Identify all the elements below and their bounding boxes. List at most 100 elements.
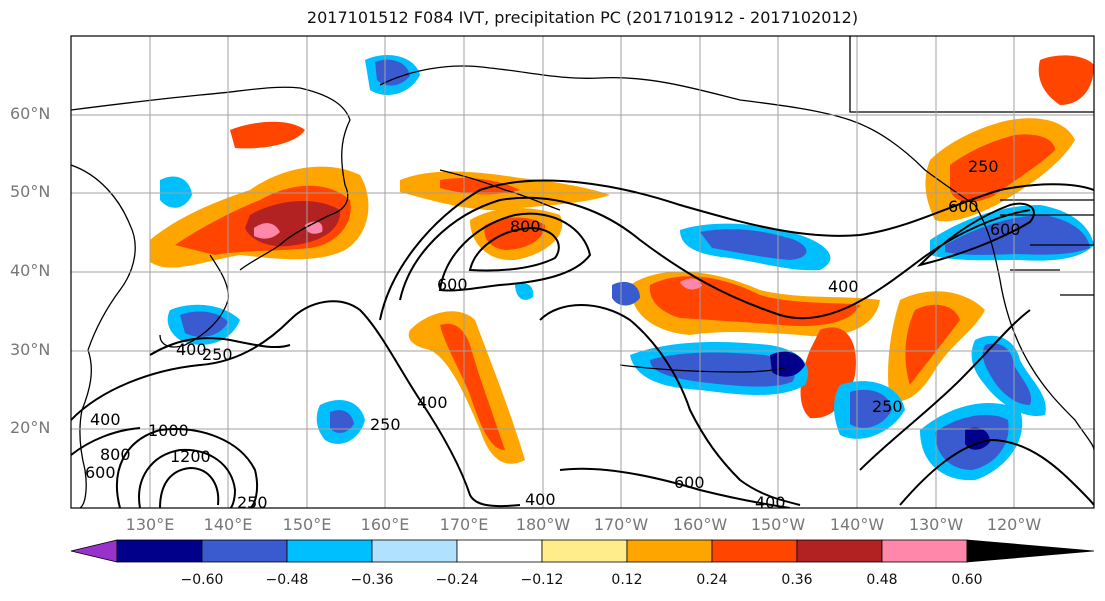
ivt-600-asia <box>71 427 141 456</box>
lon-label: 160°W <box>672 515 728 534</box>
neg-anomaly-mexico-west-max <box>965 427 990 450</box>
colorbar-tick: 0.48 <box>866 572 898 588</box>
contour-label: 600 <box>990 220 1021 239</box>
colorbar-bin <box>116 539 203 563</box>
neg-anomaly-siberia <box>160 176 192 208</box>
ivt-600-jet <box>438 212 592 292</box>
colorbar-bin <box>456 539 543 563</box>
colorbar-tick: −0.24 <box>435 572 479 588</box>
contour-label: 1000 <box>148 421 189 440</box>
contour-label: 1200 <box>170 447 211 466</box>
ivt-1200-asia <box>159 466 220 508</box>
contour-label: 400 <box>417 393 448 412</box>
contour-labels: 800 600 400 250 400 600 250 400 250 1000… <box>85 157 1021 512</box>
ivt-800-jet <box>468 226 560 272</box>
contour-label: 600 <box>437 275 468 294</box>
colorbar-bin <box>371 539 458 563</box>
lon-label: 160°E <box>360 515 410 534</box>
colorbar-tick: 0.36 <box>781 572 813 588</box>
contour-label: 800 <box>510 217 541 236</box>
coast-aleutians <box>439 169 561 211</box>
contour-label: 250 <box>237 493 268 512</box>
contour-label: 250 <box>202 345 233 364</box>
colorbar-bin <box>541 539 628 563</box>
colorbar-bin <box>286 539 373 563</box>
contour-label: 400 <box>90 410 121 429</box>
neg-anomaly-baja-core <box>982 343 1032 405</box>
coast-kamchatka <box>239 214 331 271</box>
contour-label: 400 <box>828 277 859 296</box>
ivt-400-west <box>71 300 521 508</box>
map-frame <box>70 35 1095 509</box>
contour-label: 800 <box>100 445 131 464</box>
ivt-800-asia <box>115 428 259 508</box>
lon-label: 150°W <box>750 515 806 534</box>
coast-alaska <box>379 65 976 206</box>
colorbar-tick: −0.12 <box>520 572 564 588</box>
lon-label: 140°E <box>203 515 253 534</box>
colorbar-bin <box>711 539 798 563</box>
colorbar-tick: 0.12 <box>611 572 643 588</box>
contour-label: 400 <box>525 490 556 509</box>
lat-label: 60°N <box>10 104 51 123</box>
lat-label: 40°N <box>10 261 51 280</box>
neg-anomaly-japan-south-core <box>180 311 228 337</box>
colorbar <box>70 539 1095 563</box>
colorbar-tick: −0.48 <box>265 572 309 588</box>
neg-anomaly-small-central <box>612 281 640 306</box>
colorbar-bin <box>796 539 883 563</box>
ivt-400-central <box>539 304 801 506</box>
ivt-600-coast <box>916 202 1035 267</box>
colorbar-tick: −0.36 <box>350 572 394 588</box>
lon-label: 130°W <box>908 515 964 534</box>
pos-anomaly-japan-peak <box>254 221 323 239</box>
colorbar-tick: −0.60 <box>180 572 224 588</box>
colorbar-extend-high <box>966 539 1095 563</box>
neg-anomaly-subtropical-east-max <box>770 351 805 377</box>
pos-anomaly-dateline-core <box>484 217 545 250</box>
neg-anomaly-west-pacific-core <box>330 410 354 433</box>
map-title: 2017101512 F084 IVT, precipitation PC (2… <box>306 8 859 27</box>
ivt-400-jet <box>399 196 1031 320</box>
pos-anomaly-subtropical-core <box>440 323 505 450</box>
lon-label: 170°W <box>593 515 649 534</box>
colorbar-tick: 0.60 <box>951 572 983 588</box>
ivt-250-east <box>859 309 1031 471</box>
lon-label: 170°E <box>439 515 489 534</box>
ivt-400-east <box>899 438 1094 506</box>
lat-label: 20°N <box>10 418 51 437</box>
border-states <box>1000 199 1094 296</box>
lon-label: 180°W <box>515 515 571 534</box>
pos-anomaly-ne-pacific-peak <box>680 278 702 290</box>
graticule <box>71 36 1094 508</box>
hawaii-chain <box>619 364 786 373</box>
ivt-600-south <box>559 467 791 508</box>
pos-anomaly-ne-pacific-core <box>649 276 860 326</box>
lon-label: 140°W <box>829 515 885 534</box>
precip-pc-shading <box>150 55 1094 481</box>
neg-anomaly-bering-core <box>375 59 410 86</box>
neg-anomaly-small-dateline <box>515 283 534 300</box>
contour-label: 250 <box>968 157 999 176</box>
colorbar-tick: 0.24 <box>696 572 728 588</box>
colorbar-bin <box>201 539 288 563</box>
colorbar-bin <box>881 539 968 563</box>
contour-label: 600 <box>85 463 116 482</box>
colorbar-bin <box>626 539 713 563</box>
contour-label: 600 <box>948 197 979 216</box>
pos-anomaly-east-pacific-core <box>905 304 960 385</box>
lat-label: 50°N <box>10 182 51 201</box>
pos-anomaly-okhotsk <box>230 121 305 149</box>
colorbar-extend-low <box>70 539 118 563</box>
lat-label: 30°N <box>10 340 51 359</box>
border-canada <box>849 36 1094 113</box>
coast-siberia <box>71 86 351 216</box>
contour-label: 250 <box>370 415 401 434</box>
pos-anomaly-pnw-core <box>950 134 1055 202</box>
ivt-contours <box>71 179 1094 508</box>
lon-label: 150°E <box>282 515 332 534</box>
ivt-250-japan <box>149 337 291 356</box>
pos-anomaly-canada <box>1038 55 1094 105</box>
coast-china <box>79 349 92 508</box>
